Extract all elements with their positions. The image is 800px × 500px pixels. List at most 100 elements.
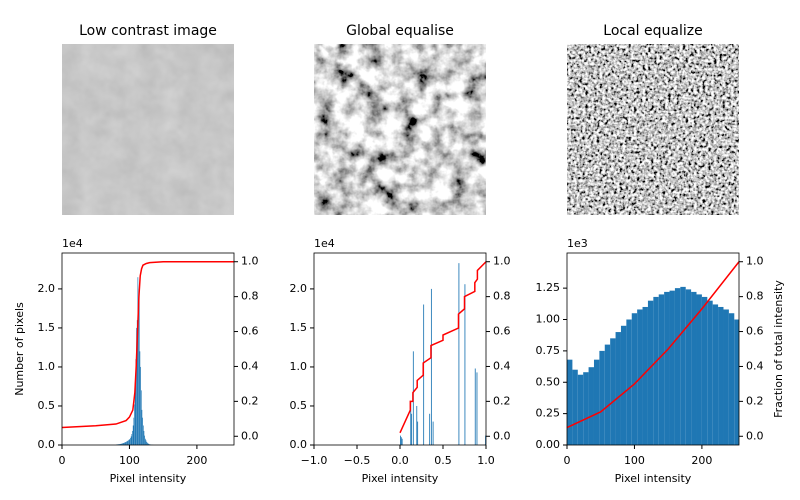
histogram-bar xyxy=(432,421,434,445)
y2-tick-label: 0.6 xyxy=(493,325,511,338)
x-tick-label: 200 xyxy=(691,454,712,467)
y2-tick-label: 0.4 xyxy=(241,359,259,372)
histogram-bar xyxy=(122,443,123,445)
histogram-bar xyxy=(417,421,419,445)
histogram-bar xyxy=(637,309,643,445)
histogram-bar xyxy=(142,417,143,445)
histogram-bar xyxy=(140,366,141,445)
histogram-bar xyxy=(122,443,124,445)
histogram-bar xyxy=(126,441,127,445)
histogram-bar xyxy=(119,444,121,445)
histogram-bar xyxy=(458,263,460,445)
y-tick-label: 1.0 xyxy=(290,360,308,373)
histogram-bar xyxy=(474,368,476,445)
y-axis-label: Number of pixels xyxy=(13,302,26,396)
histogram-bar xyxy=(124,442,126,445)
y2-tick-label: 0.8 xyxy=(241,290,259,303)
y2-tick-label: 0.6 xyxy=(746,325,764,338)
histogram-bar xyxy=(134,382,136,445)
histogram-bar xyxy=(145,440,147,445)
histogram-bar xyxy=(137,277,139,445)
y-tick-label: 1.00 xyxy=(536,313,561,326)
histogram-bar xyxy=(126,441,128,445)
image xyxy=(314,44,486,215)
y-tick-label: 1.5 xyxy=(290,321,308,334)
y-tick-label: 0.5 xyxy=(38,399,56,412)
y-tick-label: 1.25 xyxy=(536,281,561,294)
histogram-bar xyxy=(620,325,627,445)
x-tick-label: −0.5 xyxy=(344,454,371,467)
histogram-bar xyxy=(674,288,681,445)
histogram-bar xyxy=(416,405,418,445)
histogram-bar xyxy=(136,320,138,445)
y2-tick-label: 0.4 xyxy=(746,359,764,372)
histogram-bar xyxy=(125,442,127,445)
histogram-bar xyxy=(138,308,139,445)
histogram-bar xyxy=(146,442,148,445)
x-tick-label: 100 xyxy=(119,454,140,467)
histogram-bar xyxy=(400,435,401,445)
histogram-bar xyxy=(728,313,735,445)
histogram-bar xyxy=(626,319,632,445)
histogram-bar xyxy=(430,288,432,445)
x-axis-label: Pixel intensity xyxy=(110,472,187,485)
histogram-bar xyxy=(133,417,135,445)
x-tick-label: −1.0 xyxy=(301,454,328,467)
histogram-bar xyxy=(147,443,149,445)
histogram-bar xyxy=(148,443,150,445)
image-title: Low contrast image xyxy=(79,23,217,39)
y-tick-label: 2.0 xyxy=(38,282,56,295)
histogram-bar xyxy=(400,437,402,445)
y2-tick-label: 0.4 xyxy=(493,359,511,372)
y-tick-label: 0.00 xyxy=(536,438,561,451)
histogram-bar xyxy=(120,443,121,445)
histogram-bar xyxy=(410,402,412,445)
y2-tick-label: 0.0 xyxy=(241,429,259,442)
y2-tick-label: 0.2 xyxy=(493,394,511,407)
y2-tick-label: 0.2 xyxy=(746,394,764,407)
histogram-bar xyxy=(583,372,589,445)
histogram-bar xyxy=(120,443,122,445)
histogram-bar xyxy=(615,332,621,445)
cdf-line xyxy=(61,260,234,429)
histogram-bar xyxy=(132,430,133,445)
y2-tick-label: 0.0 xyxy=(493,429,511,442)
histogram-bar xyxy=(707,300,713,445)
histogram-bar xyxy=(141,409,143,445)
image-title: Local equalize xyxy=(603,23,702,39)
histogram-bar xyxy=(610,338,616,445)
histogram-bar xyxy=(691,291,697,445)
y2-tick-label: 0.6 xyxy=(241,325,259,338)
axes-frame xyxy=(61,252,235,446)
histogram-bar xyxy=(567,359,573,445)
histogram-bar xyxy=(136,327,137,445)
histogram-bar xyxy=(132,425,134,445)
axes-frame xyxy=(313,252,487,446)
histogram-bar xyxy=(604,344,611,445)
histogram-bar xyxy=(127,440,129,445)
histogram-bar xyxy=(401,438,403,445)
y2-tick-label: 0.0 xyxy=(746,429,764,442)
image-title: Global equalise xyxy=(346,23,454,39)
histogram-bar xyxy=(124,442,125,445)
histogram-bar xyxy=(138,288,140,445)
y-tick-label: 0.75 xyxy=(536,344,561,357)
histogram-bar xyxy=(701,296,708,445)
y2-tick-label: 1.0 xyxy=(746,255,764,268)
y2-tick-label: 0.8 xyxy=(493,290,511,303)
x-tick-label: 0.5 xyxy=(434,454,452,467)
histogram-bar xyxy=(411,413,413,445)
y2-axis-label: Fraction of total intensity xyxy=(772,280,785,418)
histogram-bar xyxy=(476,372,478,445)
y2-tick-label: 1.0 xyxy=(241,255,259,268)
histogram-bar xyxy=(143,430,145,445)
histogram-bar xyxy=(130,437,131,445)
histogram-bar xyxy=(128,439,130,445)
y-offset-label: 1e4 xyxy=(62,237,83,250)
image xyxy=(567,44,739,215)
x-tick-label: 200 xyxy=(186,454,207,467)
histogram-bar xyxy=(577,374,584,445)
histogram-bar xyxy=(429,413,431,445)
y-tick-label: 1.5 xyxy=(38,321,56,334)
y2-tick-label: 1.0 xyxy=(493,255,511,268)
